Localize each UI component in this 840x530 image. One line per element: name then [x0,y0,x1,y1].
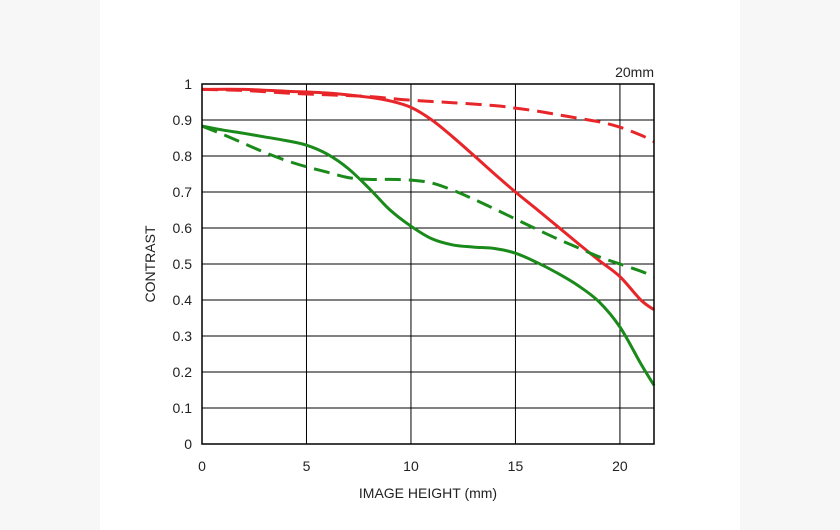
x-axis-label: IMAGE HEIGHT (mm) [359,485,497,501]
right-margin-strip [740,0,840,530]
left-margin-strip [0,0,100,530]
y-tick-label: 1 [184,76,192,92]
y-tick-label: 0 [184,436,192,452]
y-axis-label: CONTRAST [142,225,158,302]
y-tick-labels: 0 0.1 0.2 0.3 0.4 0.5 0.6 0.7 0.8 0.9 1 [173,76,193,452]
y-tick-label: 0.1 [173,400,193,416]
x-tick-label: 10 [403,458,419,474]
x-tick-label: 20 [612,458,628,474]
y-tick-label: 0.9 [173,112,193,128]
x-tick-labels: 0 5 10 15 20 [198,458,628,474]
series-line-3 [201,124,655,278]
y-tick-label: 0.5 [173,256,193,272]
series-line-0 [201,87,655,311]
focal-length-label: 20mm [615,64,654,80]
x-tick-label: 0 [198,458,206,474]
y-tick-label: 0.7 [173,184,193,200]
series-line-1 [201,87,655,143]
series-line-2 [201,124,656,387]
y-tick-label: 0.4 [173,292,193,308]
series-layer [201,87,656,387]
y-tick-label: 0.3 [173,328,193,344]
y-tick-label: 0.2 [173,364,193,380]
x-tick-label: 15 [508,458,524,474]
y-tick-label: 0.8 [173,148,193,164]
x-tick-label: 5 [303,458,311,474]
y-tick-label: 0.6 [173,220,193,236]
plot-frame [201,83,655,445]
